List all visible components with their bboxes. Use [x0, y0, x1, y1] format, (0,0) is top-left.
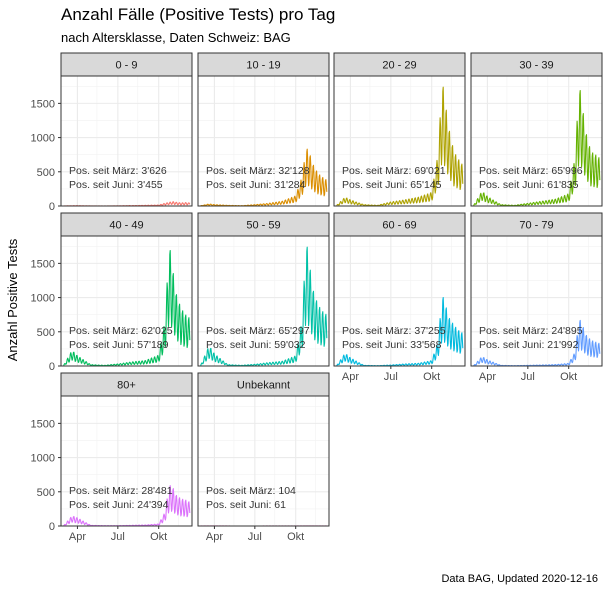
- annotation-since-june: Pos. seit Juni: 65'145: [342, 179, 442, 191]
- panel-border: [333, 235, 466, 367]
- y-tick-label: 500: [37, 487, 55, 499]
- y-tick-label: 1000: [31, 133, 55, 145]
- y-tick-label: 0: [49, 521, 55, 533]
- series-line: [473, 319, 601, 367]
- chart-subtitle: nach Altersklasse, Daten Schweiz: BAG: [61, 30, 291, 45]
- y-tick-label: 1500: [31, 418, 55, 430]
- y-tick-label: 1000: [31, 293, 55, 305]
- series-line: [200, 246, 328, 367]
- panel-border: [470, 235, 603, 367]
- plot-panel: [61, 396, 192, 526]
- panel-border: [470, 75, 603, 207]
- y-tick-label: 1000: [31, 453, 55, 465]
- x-tick-label: Apr: [69, 531, 86, 543]
- annotation-since-june: Pos. seit Juni: 21'992: [479, 339, 579, 351]
- annotation-since-march: Pos. seit März: 65'297: [206, 325, 310, 337]
- plot-panel: [198, 76, 329, 206]
- annotation-since-june: Pos. seit Juni: 33'568: [342, 339, 442, 351]
- x-tick-label: Jul: [248, 531, 262, 543]
- annotation-since-june: Pos. seit Juni: 59'032: [206, 339, 306, 351]
- x-tick-label: Jul: [384, 371, 398, 383]
- facet-0-9: 0 - 9 Pos. seit März: 3'626 Pos. seit Juni…: [31, 52, 193, 213]
- annotation-since-march: Pos. seit März: 104: [206, 485, 296, 497]
- x-tick-label: Apr: [206, 531, 223, 543]
- annotation-since-march: Pos. seit März: 3'626: [69, 165, 167, 177]
- facet-30-39: 30 - 39 Pos. seit März: 65'996 Pos. seit J…: [470, 52, 603, 207]
- y-tick-label: 500: [37, 327, 55, 339]
- panel-border: [197, 235, 330, 367]
- facet-40-49: 40 - 49 Pos. seit März: 62'025 Pos. seit J…: [31, 212, 193, 373]
- x-tick-label: Okt: [560, 371, 577, 383]
- facet-80: 80+ Pos. seit März: 28'481 Pos. seit Juni:…: [31, 372, 193, 543]
- panel-border: [197, 75, 330, 207]
- facet-strip-label: 60 - 69: [382, 220, 416, 232]
- facet-strip-label: Unbekannt: [237, 380, 290, 392]
- x-tick-label: Okt: [287, 531, 304, 543]
- y-tick-label: 0: [49, 201, 55, 213]
- series-line: [336, 86, 464, 207]
- annotation-since-june: Pos. seit Juni: 24'394: [69, 499, 169, 511]
- y-tick-label: 1500: [31, 258, 55, 270]
- annotation-since-june: Pos. seit Juni: 57'189: [69, 339, 169, 351]
- facet-strip-label: 10 - 19: [246, 60, 280, 72]
- x-tick-label: Jul: [521, 371, 535, 383]
- annotation-since-june: Pos. seit Juni: 61'835: [479, 179, 579, 191]
- panel-border: [60, 235, 193, 367]
- facet-50-59: 50 - 59 Pos. seit März: 65'297 Pos. seit J…: [197, 212, 330, 367]
- plot-panel: [471, 236, 602, 366]
- chart-caption: Data BAG, Updated 2020-12-16: [441, 573, 598, 585]
- facet-unbekannt: Unbekannt Pos. seit März: 104 Pos. seit Ju…: [197, 372, 330, 543]
- plot-panel: [198, 396, 329, 526]
- x-tick-label: Apr: [479, 371, 496, 383]
- facet-60-69: 60 - 69 Pos. seit März: 37'255 Pos. seit J…: [333, 212, 466, 383]
- series-line: [336, 297, 464, 367]
- annotation-since-march: Pos. seit März: 32'128: [206, 165, 310, 177]
- panel-border: [60, 75, 193, 207]
- facet-10-19: 10 - 19 Pos. seit März: 32'128 Pos. seit J…: [197, 52, 330, 207]
- annotation-since-june: Pos. seit Juni: 61: [206, 499, 286, 511]
- x-tick-label: Okt: [150, 531, 167, 543]
- facet-strip-label: 40 - 49: [109, 220, 143, 232]
- annotation-since-june: Pos. seit Juni: 3'455: [69, 179, 163, 191]
- y-axis-label: Anzahl Positive Tests: [5, 238, 20, 361]
- facet-20-29: 20 - 29 Pos. seit März: 69'021 Pos. seit J…: [333, 52, 466, 207]
- y-tick-label: 0: [49, 361, 55, 373]
- annotation-since-march: Pos. seit März: 28'481: [69, 485, 173, 497]
- annotation-since-march: Pos. seit März: 37'255: [342, 325, 446, 337]
- facet-strip-label: 20 - 29: [382, 60, 416, 72]
- x-tick-label: Jul: [111, 531, 125, 543]
- chart-title: Anzahl Fälle (Positive Tests) pro Tag: [61, 5, 335, 24]
- annotation-since-june: Pos. seit Juni: 31'284: [206, 179, 306, 191]
- annotation-since-march: Pos. seit März: 65'996: [479, 165, 583, 177]
- facet-strip-label: 30 - 39: [519, 60, 553, 72]
- series-line: [473, 90, 601, 207]
- annotation-since-march: Pos. seit März: 62'025: [69, 325, 173, 337]
- series-line: [63, 250, 191, 367]
- annotation-since-march: Pos. seit März: 69'021: [342, 165, 446, 177]
- plot-panel: [61, 76, 192, 206]
- annotation-since-march: Pos. seit März: 24'895: [479, 325, 583, 337]
- facet-panels: 0 - 9 Pos. seit März: 3'626 Pos. seit Juni…: [31, 52, 603, 543]
- panel-border: [333, 75, 466, 207]
- panel-border: [60, 395, 193, 527]
- y-tick-label: 1500: [31, 98, 55, 110]
- facet-strip-label: 50 - 59: [246, 220, 280, 232]
- facet-strip-label: 70 - 79: [519, 220, 553, 232]
- facet-strip-label: 80+: [117, 380, 136, 392]
- facet-strip-label: 0 - 9: [115, 60, 137, 72]
- panel-border: [197, 395, 330, 527]
- x-tick-label: Okt: [423, 371, 440, 383]
- y-tick-label: 500: [37, 167, 55, 179]
- x-tick-label: Apr: [342, 371, 359, 383]
- facet-70-79: 70 - 79 Pos. seit März: 24'895 Pos. seit J…: [470, 212, 603, 383]
- series-line: [63, 485, 191, 527]
